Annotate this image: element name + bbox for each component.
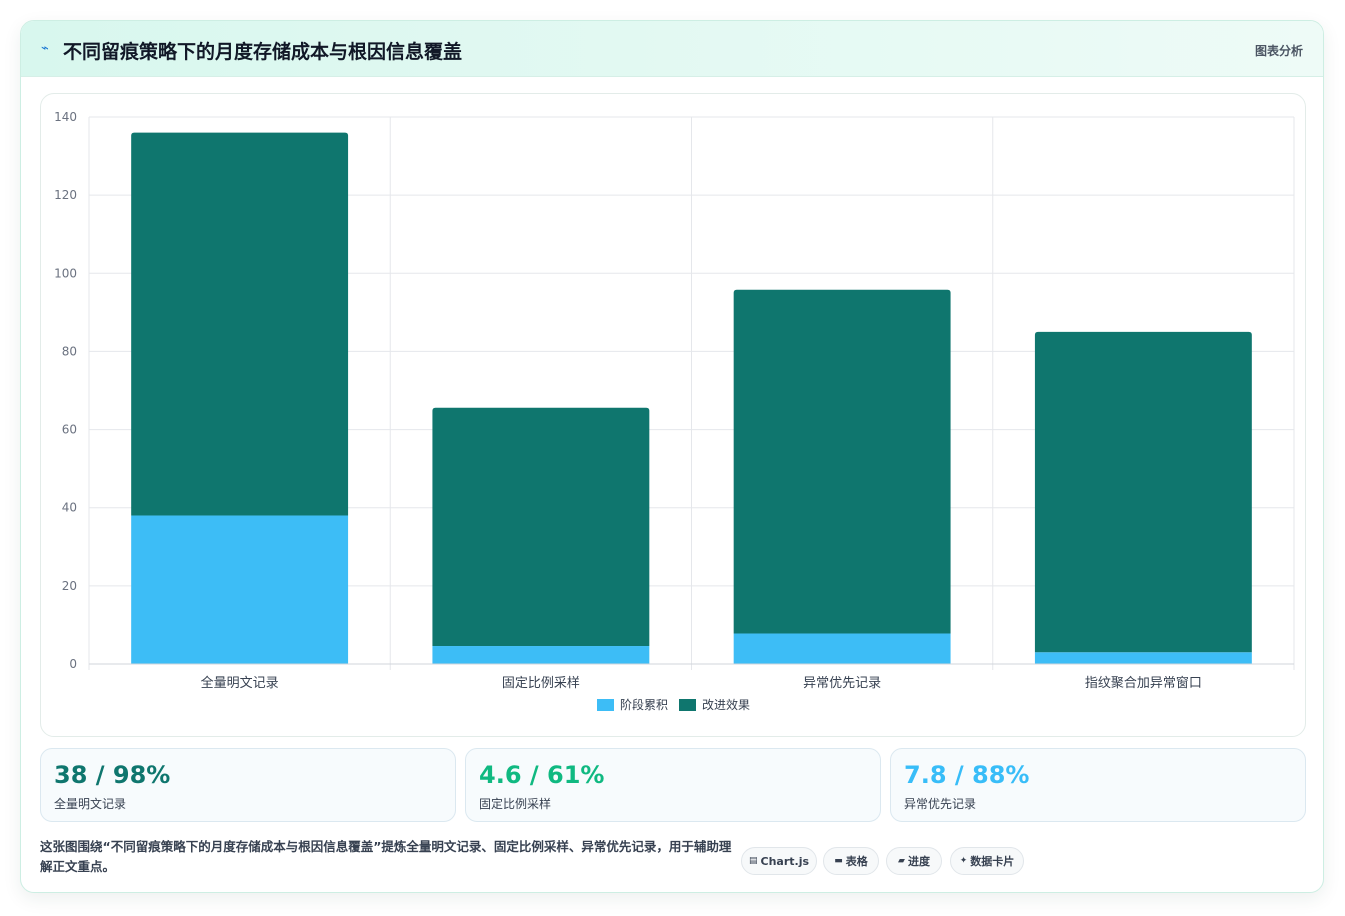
y-tick-label: 80 — [62, 344, 77, 358]
bar-segment — [432, 407, 650, 647]
x-tick-label: 异常优先记录 — [803, 676, 881, 691]
bar-segment — [1034, 652, 1252, 664]
legend-label: 改进效果 — [702, 697, 750, 712]
x-tick-label: 指纹聚合加异常窗口 — [1085, 675, 1202, 691]
tag-label: 进度 — [907, 855, 930, 868]
y-tick-label: 60 — [62, 423, 77, 437]
bar-segment — [1034, 331, 1252, 653]
chart-panel: 0 20 40 60 80 100 120 140 全量明文记录 固定比例采样 异常优先记录 指纹聚合… — [40, 93, 1306, 737]
stat-card-2: 4.6 / 61% 固定比例采样 — [465, 748, 881, 822]
progress-icon: ▰ — [898, 856, 905, 866]
tag-label: Chart.js — [760, 854, 810, 868]
bar-segment — [733, 289, 951, 634]
y-tick-label: 120 — [54, 188, 77, 202]
bar-segment — [131, 515, 349, 664]
stat-label: 固定比例采样 — [479, 797, 552, 811]
tag-data-card[interactable]: ✦ 数据卡片 — [950, 847, 1024, 875]
chart-description: 这张图围绕“不同留痕策略下的月度存储成本与根因信息覆盖”提炼全量明文记录、固定比… — [40, 839, 732, 874]
stat-value: 7.8 / 88% — [904, 761, 1030, 789]
stat-card-3: 7.8 / 88% 异常优先记录 — [890, 748, 1306, 822]
y-tick-label: 20 — [62, 579, 77, 593]
bar-chart: 0 20 40 60 80 100 120 140 全量明文记录 固定比例采样 异常优先记录 指纹聚合… — [54, 110, 1295, 712]
y-tick-label: 0 — [69, 657, 77, 671]
tag-chartjs[interactable]: ▤ Chart.js — [741, 847, 817, 875]
tag-table[interactable]: ▬ 表格 — [823, 847, 879, 875]
x-tick-label: 固定比例采样 — [502, 676, 580, 691]
x-tick-label: 全量明文记录 — [201, 675, 279, 691]
y-tick-label: 140 — [54, 110, 77, 124]
line-chart-icon: ⌁ — [41, 41, 49, 56]
sparkle-icon: ✦ — [959, 856, 968, 866]
chart-title: 不同留痕策略下的月度存储成本与根因信息覆盖 — [63, 41, 463, 63]
stat-label: 异常优先记录 — [904, 797, 977, 811]
stat-value: 4.6 / 61% — [479, 761, 605, 789]
tag-label: 表格 — [845, 855, 868, 868]
card-header: ⌁ 不同留痕策略下的月度存储成本与根因信息覆盖 图表分析 — [21, 21, 1323, 77]
bar-segment — [432, 646, 650, 664]
chart-icon: ▤ — [748, 856, 758, 866]
stat-value: 38 / 98% — [54, 761, 171, 789]
tag-label: 数据卡片 — [970, 855, 1015, 868]
bar-segment — [131, 132, 349, 516]
legend-label: 阶段累积 — [620, 697, 668, 712]
y-tick-label: 100 — [54, 266, 77, 280]
legend-swatch — [679, 699, 696, 711]
bar-segment — [733, 633, 951, 664]
stat-card-1: 38 / 98% 全量明文记录 — [40, 748, 456, 822]
table-icon: ▬ — [834, 856, 843, 866]
chart-analysis-label: 图表分析 — [1254, 44, 1303, 58]
y-tick-label: 40 — [62, 501, 77, 515]
legend-swatch — [597, 699, 614, 711]
stat-label: 全量明文记录 — [54, 797, 127, 811]
chart-card: ⌁ 不同留痕策略下的月度存储成本与根因信息覆盖 图表分析 0 20 40 60 80 10… — [20, 20, 1324, 893]
tag-progress[interactable]: ▰ 进度 — [886, 847, 942, 875]
